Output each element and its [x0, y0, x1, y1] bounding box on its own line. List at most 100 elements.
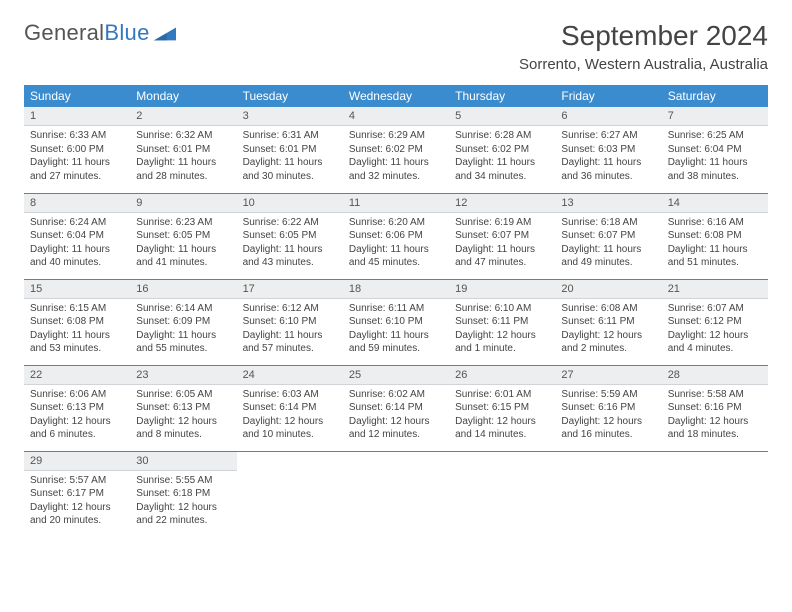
calendar-cell: 17Sunrise: 6:12 AMSunset: 6:10 PMDayligh…: [237, 279, 343, 365]
day-body: Sunrise: 6:10 AMSunset: 6:11 PMDaylight:…: [449, 299, 555, 362]
day-number: 25: [343, 366, 449, 385]
day-number: 12: [449, 194, 555, 213]
day-number: 1: [24, 107, 130, 126]
day-number: 10: [237, 194, 343, 213]
sunset-text: Sunset: 6:15 PM: [455, 401, 549, 415]
day-number: 5: [449, 107, 555, 126]
sunset-text: Sunset: 6:12 PM: [668, 315, 762, 329]
day-body: Sunrise: 6:33 AMSunset: 6:00 PMDaylight:…: [24, 126, 130, 189]
calendar-cell: 18Sunrise: 6:11 AMSunset: 6:10 PMDayligh…: [343, 279, 449, 365]
calendar-cell: 9Sunrise: 6:23 AMSunset: 6:05 PMDaylight…: [130, 193, 236, 279]
day-body: Sunrise: 6:23 AMSunset: 6:05 PMDaylight:…: [130, 213, 236, 276]
weekday-header: Saturday: [662, 85, 768, 107]
logo: GeneralBlue: [24, 20, 176, 46]
daylight-text: Daylight: 12 hours and 18 minutes.: [668, 415, 762, 442]
daylight-text: Daylight: 12 hours and 6 minutes.: [30, 415, 124, 442]
sunrise-text: Sunrise: 6:28 AM: [455, 129, 549, 143]
weekday-header: Monday: [130, 85, 236, 107]
weekday-header: Wednesday: [343, 85, 449, 107]
sunset-text: Sunset: 6:17 PM: [30, 487, 124, 501]
day-number: 3: [237, 107, 343, 126]
sunset-text: Sunset: 6:01 PM: [136, 143, 230, 157]
sunrise-text: Sunrise: 5:55 AM: [136, 474, 230, 488]
day-body: Sunrise: 6:07 AMSunset: 6:12 PMDaylight:…: [662, 299, 768, 362]
day-body: Sunrise: 6:11 AMSunset: 6:10 PMDaylight:…: [343, 299, 449, 362]
day-number: 27: [555, 366, 661, 385]
sunset-text: Sunset: 6:00 PM: [30, 143, 124, 157]
day-number: 15: [24, 280, 130, 299]
day-body: Sunrise: 6:32 AMSunset: 6:01 PMDaylight:…: [130, 126, 236, 189]
day-number: 22: [24, 366, 130, 385]
day-body: Sunrise: 5:55 AMSunset: 6:18 PMDaylight:…: [130, 471, 236, 534]
calendar-cell: 15Sunrise: 6:15 AMSunset: 6:08 PMDayligh…: [24, 279, 130, 365]
calendar-cell: 28Sunrise: 5:58 AMSunset: 6:16 PMDayligh…: [662, 365, 768, 451]
day-body: Sunrise: 6:31 AMSunset: 6:01 PMDaylight:…: [237, 126, 343, 189]
day-number: 24: [237, 366, 343, 385]
daylight-text: Daylight: 12 hours and 22 minutes.: [136, 501, 230, 528]
sunset-text: Sunset: 6:02 PM: [349, 143, 443, 157]
sunrise-text: Sunrise: 6:11 AM: [349, 302, 443, 316]
sunrise-text: Sunrise: 6:16 AM: [668, 216, 762, 230]
day-body: Sunrise: 6:24 AMSunset: 6:04 PMDaylight:…: [24, 213, 130, 276]
daylight-text: Daylight: 11 hours and 38 minutes.: [668, 156, 762, 183]
calendar-cell: 14Sunrise: 6:16 AMSunset: 6:08 PMDayligh…: [662, 193, 768, 279]
sunset-text: Sunset: 6:10 PM: [243, 315, 337, 329]
title-block: September 2024 Sorrento, Western Austral…: [519, 20, 768, 73]
calendar-cell: 26Sunrise: 6:01 AMSunset: 6:15 PMDayligh…: [449, 365, 555, 451]
day-number: 6: [555, 107, 661, 126]
daylight-text: Daylight: 11 hours and 57 minutes.: [243, 329, 337, 356]
sunrise-text: Sunrise: 5:58 AM: [668, 388, 762, 402]
logo-word1: General: [24, 20, 104, 45]
day-body: Sunrise: 6:25 AMSunset: 6:04 PMDaylight:…: [662, 126, 768, 189]
calendar-cell: 6Sunrise: 6:27 AMSunset: 6:03 PMDaylight…: [555, 107, 661, 193]
daylight-text: Daylight: 12 hours and 2 minutes.: [561, 329, 655, 356]
sunset-text: Sunset: 6:13 PM: [30, 401, 124, 415]
day-number: 18: [343, 280, 449, 299]
sunrise-text: Sunrise: 6:01 AM: [455, 388, 549, 402]
location-text: Sorrento, Western Australia, Australia: [519, 56, 768, 73]
daylight-text: Daylight: 11 hours and 47 minutes.: [455, 243, 549, 270]
daylight-text: Daylight: 11 hours and 53 minutes.: [30, 329, 124, 356]
daylight-text: Daylight: 11 hours and 41 minutes.: [136, 243, 230, 270]
sunset-text: Sunset: 6:13 PM: [136, 401, 230, 415]
day-number: 21: [662, 280, 768, 299]
sunrise-text: Sunrise: 6:05 AM: [136, 388, 230, 402]
logo-text: GeneralBlue: [24, 20, 150, 46]
sunrise-text: Sunrise: 6:33 AM: [30, 129, 124, 143]
daylight-text: Daylight: 11 hours and 40 minutes.: [30, 243, 124, 270]
day-number: 8: [24, 194, 130, 213]
day-number: 14: [662, 194, 768, 213]
day-body: Sunrise: 6:27 AMSunset: 6:03 PMDaylight:…: [555, 126, 661, 189]
sunset-text: Sunset: 6:08 PM: [30, 315, 124, 329]
sunrise-text: Sunrise: 6:20 AM: [349, 216, 443, 230]
sunrise-text: Sunrise: 6:32 AM: [136, 129, 230, 143]
day-number: 29: [24, 452, 130, 471]
sunrise-text: Sunrise: 6:10 AM: [455, 302, 549, 316]
calendar-cell: 19Sunrise: 6:10 AMSunset: 6:11 PMDayligh…: [449, 279, 555, 365]
logo-triangle-icon: [154, 25, 176, 41]
calendar-cell: 7Sunrise: 6:25 AMSunset: 6:04 PMDaylight…: [662, 107, 768, 193]
daylight-text: Daylight: 12 hours and 12 minutes.: [349, 415, 443, 442]
sunrise-text: Sunrise: 6:07 AM: [668, 302, 762, 316]
day-body: Sunrise: 6:20 AMSunset: 6:06 PMDaylight:…: [343, 213, 449, 276]
logo-word2: Blue: [104, 20, 149, 45]
daylight-text: Daylight: 11 hours and 34 minutes.: [455, 156, 549, 183]
sunset-text: Sunset: 6:04 PM: [668, 143, 762, 157]
calendar-cell: 5Sunrise: 6:28 AMSunset: 6:02 PMDaylight…: [449, 107, 555, 193]
calendar-cell: [449, 451, 555, 537]
weekday-row: SundayMondayTuesdayWednesdayThursdayFrid…: [24, 85, 768, 107]
month-title: September 2024: [519, 20, 768, 52]
day-body: Sunrise: 5:57 AMSunset: 6:17 PMDaylight:…: [24, 471, 130, 534]
sunrise-text: Sunrise: 5:59 AM: [561, 388, 655, 402]
sunset-text: Sunset: 6:09 PM: [136, 315, 230, 329]
daylight-text: Daylight: 11 hours and 51 minutes.: [668, 243, 762, 270]
day-body: Sunrise: 5:58 AMSunset: 6:16 PMDaylight:…: [662, 385, 768, 448]
calendar-cell: 16Sunrise: 6:14 AMSunset: 6:09 PMDayligh…: [130, 279, 236, 365]
daylight-text: Daylight: 12 hours and 8 minutes.: [136, 415, 230, 442]
day-number: 11: [343, 194, 449, 213]
daylight-text: Daylight: 11 hours and 27 minutes.: [30, 156, 124, 183]
sunset-text: Sunset: 6:18 PM: [136, 487, 230, 501]
daylight-text: Daylight: 12 hours and 20 minutes.: [30, 501, 124, 528]
sunset-text: Sunset: 6:14 PM: [349, 401, 443, 415]
calendar-cell: 10Sunrise: 6:22 AMSunset: 6:05 PMDayligh…: [237, 193, 343, 279]
